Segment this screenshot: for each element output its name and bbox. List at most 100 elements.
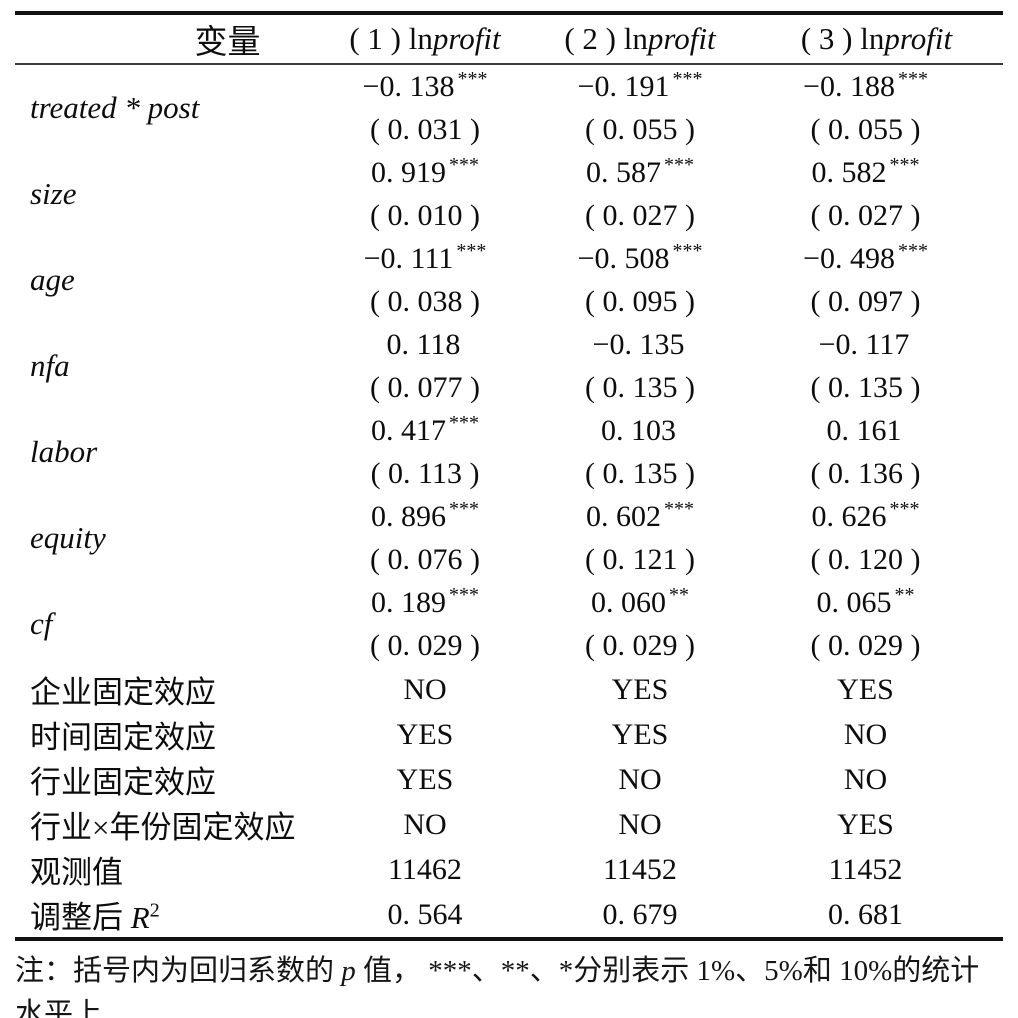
table-row-se: ( 0. 076 ) ( 0. 121 ) ( 0. 120 ) [15,538,1003,581]
table-row-adjusted-r2: 调整后 R2 0. 564 0. 679 0. 681 [15,892,1003,937]
fe-value: YES [837,672,894,706]
row-label: 时间固定效应 [30,720,216,755]
table-row-firm-fe: 企业固定效应 NO YES YES [15,667,1003,712]
header-model-2: ( 2 ) lnprofit [530,15,750,64]
significance-stars: *** [897,67,928,90]
coef-cell: −0. 191 *** [577,67,703,103]
coef-cell: 0. 118 [320,323,530,366]
table-row-coef: nfa 0. 118 −0. 135 −0. 117 [15,323,1003,384]
coef-cell: −0. 111 *** [363,239,487,275]
table-row-industry-year-fe: 行业×年份固定效应 NO NO YES [15,802,1003,847]
significance-stars: ** [669,583,689,606]
significance-stars: *** [897,239,928,262]
significance-stars [684,326,687,348]
significance-stars: ** [894,583,915,606]
se-cell: ( 0. 029 ) [370,628,480,662]
significance-stars [460,326,463,348]
header-model-2-depvar: profit [647,21,716,56]
se-cell: ( 0. 121 ) [585,542,695,576]
coef-cell: 0. 417 *** [371,411,479,447]
variable-name: treated * post [30,90,200,125]
coef-cell: 0. 103 [530,409,750,452]
r2-value: 0. 681 [828,897,903,931]
coef-cell: −0. 508 *** [577,239,703,275]
header-model-3-prefix: ( 3 ) ln [800,21,885,56]
table-row-industry-fe: 行业固定效应 YES NO NO [15,757,1003,802]
significance-stars: *** [449,153,479,176]
obs-value: 11452 [603,852,677,886]
significance-stars: *** [456,239,487,262]
se-cell: ( 0. 135 ) [585,456,695,490]
table-row-se: ( 0. 113 ) ( 0. 135 ) ( 0. 136 ) [15,452,1003,495]
se-cell: ( 0. 077 ) [370,370,480,404]
fe-value: YES [611,717,669,751]
header-model-2-prefix: ( 2 ) ln [564,21,648,56]
se-cell: ( 0. 076 ) [370,542,480,576]
se-cell: ( 0. 097 ) [810,284,921,318]
significance-stars: *** [457,67,488,90]
coef-cell: 0. 602 *** [586,497,694,533]
coef-cell: 0. 065 ** [816,583,915,619]
table-row-se: ( 0. 010 ) ( 0. 027 ) ( 0. 027 ) [15,194,1003,237]
header-model-1-depvar: profit [432,21,501,56]
significance-stars: *** [449,583,479,606]
significance-stars: *** [664,153,694,176]
table-row-coef: size 0. 919 *** 0. 587 *** 0. 582 *** [15,151,1003,212]
se-cell: ( 0. 029 ) [585,628,695,662]
significance-stars: *** [672,239,703,262]
row-label: 行业×年份固定效应 [30,810,296,845]
se-cell: ( 0. 055 ) [810,112,921,146]
se-cell: ( 0. 031 ) [370,112,480,146]
table-body: treated * post −0. 138 *** −0. 191 *** −0.… [15,64,1003,937]
coef-cell: 0. 919 *** [371,153,479,189]
fe-value: NO [843,717,888,751]
se-cell: ( 0. 027 ) [810,198,921,232]
se-cell: ( 0. 038 ) [370,284,480,318]
coef-cell: −0. 138 *** [362,67,488,103]
significance-stars [909,326,912,348]
table-row-se: ( 0. 077 ) ( 0. 135 ) ( 0. 135 ) [15,366,1003,409]
se-cell: ( 0. 055 ) [585,112,695,146]
header-model-1-prefix: ( 1 ) ln [349,21,433,56]
variable-name: age [30,262,75,297]
fe-value: YES [396,717,454,751]
row-label: 观测值 [30,855,123,890]
table-row-coef: treated * post −0. 138 *** −0. 191 *** −0.… [15,64,1003,126]
table-footnote: 注：括号内为回归系数的 p 值， ***、**、*分别表示 1%、5%和 10%… [15,950,1003,1018]
fe-value: YES [396,762,454,796]
se-cell: ( 0. 095 ) [585,284,695,318]
coef-cell: 0. 161 [750,409,1003,452]
significance-stars: *** [449,497,479,520]
fe-value: NO [618,762,662,796]
se-cell: ( 0. 113 ) [370,456,480,490]
coef-cell: −0. 117 [750,323,1003,366]
table-row-observations: 观测值 11462 11452 11452 [15,847,1003,892]
r2-value: 0. 679 [602,897,678,931]
p-value-symbol: p [341,955,356,987]
se-cell: ( 0. 135 ) [810,370,921,404]
significance-stars: *** [664,497,694,520]
obs-value: 11452 [828,852,903,886]
variable-name: nfa [30,348,70,383]
fe-value: YES [611,672,669,706]
variable-name: cf [30,606,53,641]
r2-value: 0. 564 [387,897,463,931]
row-label: 企业固定效应 [30,675,216,710]
variable-name: labor [30,434,98,469]
se-cell: ( 0. 135 ) [585,370,695,404]
significance-stars [676,412,679,434]
row-label: 行业固定效应 [30,765,216,800]
coef-cell: −0. 135 [530,323,750,366]
table-row-se: ( 0. 038 ) ( 0. 095 ) ( 0. 097 ) [15,280,1003,323]
fe-value: YES [837,807,894,841]
coef-cell: 0. 189 *** [371,583,479,619]
se-cell: ( 0. 027 ) [585,198,695,232]
coef-cell: 0. 060 ** [591,583,689,619]
variable-name: equity [30,520,106,555]
significance-stars [902,412,905,434]
footnote-line-1: 注：括号内为回归系数的 p 值， ***、**、*分别表示 1%、5%和 10%… [15,955,980,1018]
significance-stars: *** [449,411,479,434]
coef-cell: 0. 587 *** [586,153,694,189]
header-variable: 变量 [15,15,320,64]
